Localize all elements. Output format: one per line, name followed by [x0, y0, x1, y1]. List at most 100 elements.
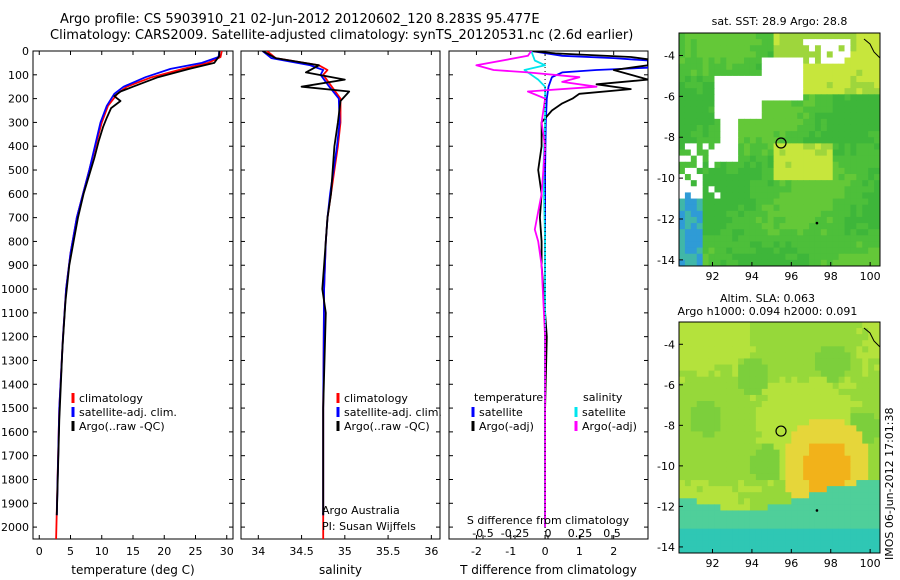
map-cell: [761, 124, 769, 132]
map-cell: [726, 45, 733, 52]
map-cell: [844, 382, 851, 390]
map-cell: [785, 253, 792, 261]
map-cell: [826, 546, 834, 553]
map-cell: [696, 216, 704, 224]
map-cell: [791, 516, 798, 524]
island-dot: [815, 221, 819, 225]
map-cell: [785, 51, 792, 59]
map-cell: [803, 118, 810, 126]
map-cell: [862, 82, 869, 89]
map-cell: [868, 449, 875, 457]
map-cell: [856, 241, 863, 249]
map-cell: [773, 346, 780, 353]
map-cell: [732, 352, 739, 359]
x-axis-label-temperature: temperature (deg C): [71, 563, 194, 577]
map-cell: [797, 259, 804, 266]
map-cell: [738, 498, 745, 505]
map-cell: [820, 437, 828, 445]
map-cell: [684, 340, 692, 347]
map-cell: [744, 328, 751, 335]
map-cell: [726, 388, 733, 396]
map-cell: [856, 124, 863, 132]
map-cell: [690, 346, 698, 353]
map-cell: [679, 106, 686, 114]
map-cell: [803, 334, 810, 341]
map-cell: [744, 192, 751, 200]
map-cell: [809, 510, 816, 518]
map-cell: [779, 498, 786, 505]
map-cell: [684, 180, 692, 187]
map-cell: [738, 131, 745, 138]
map-cell: [809, 467, 816, 475]
map-cell: [874, 82, 880, 89]
map-cell: [696, 149, 704, 157]
map-cell: [803, 88, 810, 95]
map-cell: [714, 149, 721, 157]
map-cell: [832, 437, 840, 445]
map-cell: [844, 241, 851, 249]
map-cell: [814, 57, 822, 65]
map-cell: [791, 259, 798, 266]
map-cell: [767, 69, 775, 77]
map-cell: [850, 174, 857, 181]
map-cell: [862, 51, 869, 59]
map-cell: [738, 180, 745, 187]
map-cell: [679, 534, 686, 542]
map-cell: [726, 461, 733, 469]
map-cell: [773, 449, 780, 457]
map-cell: [868, 204, 875, 212]
map-cell: [856, 455, 863, 463]
map-cell: [773, 522, 780, 530]
map-cell: [838, 498, 846, 505]
map-cell: [809, 33, 816, 40]
map-cell: [696, 455, 704, 463]
map-cell: [874, 534, 880, 542]
map-cell: [696, 401, 704, 408]
y-tick-label: 100: [8, 69, 29, 82]
map-cell: [856, 546, 863, 553]
map-cell: [868, 346, 875, 353]
map-cell: [696, 322, 704, 329]
map-cell: [761, 57, 769, 65]
map-cell: [779, 346, 786, 353]
map-cell: [826, 63, 834, 71]
map-cell: [809, 522, 816, 530]
map-cell: [767, 186, 775, 193]
map-cell: [814, 376, 822, 384]
map-cell: [679, 334, 686, 341]
map-cell: [720, 322, 727, 329]
map-cell: [726, 486, 733, 493]
map-cell: [814, 528, 822, 536]
map-cell: [744, 461, 751, 469]
map-cell: [738, 534, 745, 542]
map-cell: [708, 425, 715, 432]
map-cell: [714, 155, 721, 163]
map-cell: [744, 473, 751, 481]
map-cell: [791, 328, 798, 335]
map-cell: [832, 443, 840, 451]
map-cell: [874, 370, 880, 378]
map-cell: [868, 443, 875, 451]
map-cell: [814, 63, 822, 71]
map-cell: [844, 198, 851, 206]
map-cell: [779, 540, 786, 548]
map-cell: [785, 69, 792, 77]
map-cell: [820, 358, 828, 366]
map-cell: [820, 455, 828, 463]
map-cell: [773, 82, 780, 89]
map-cell: [850, 467, 857, 475]
map-cell: [856, 516, 863, 524]
map-cell: [767, 259, 775, 266]
map-cell: [874, 528, 880, 536]
map-cell: [714, 229, 721, 236]
map-cell: [679, 437, 686, 445]
map-cell: [720, 510, 727, 518]
map-cell: [708, 167, 715, 175]
map-cell: [708, 45, 715, 52]
map-cell: [702, 443, 710, 451]
top-tick-label: 0.25: [568, 527, 593, 540]
map-cell: [791, 467, 798, 475]
map-cell: [732, 223, 739, 230]
map-cell: [744, 352, 751, 359]
map-cell: [749, 443, 757, 451]
